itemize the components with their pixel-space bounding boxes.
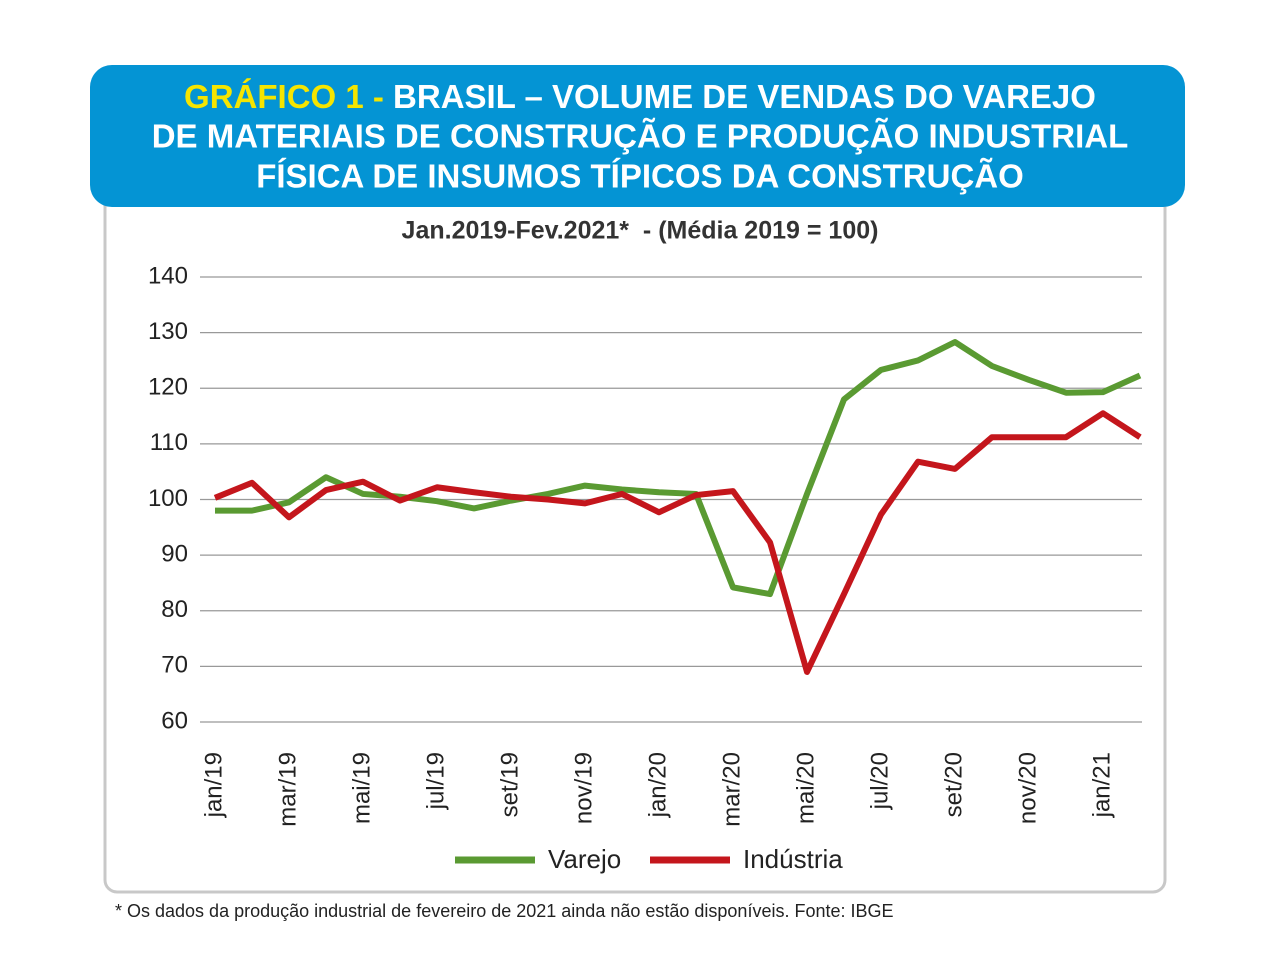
x-tick-label: mai/19 <box>348 752 375 824</box>
y-tick-label: 70 <box>161 652 188 679</box>
x-tick-label: jan/21 <box>1088 752 1115 818</box>
x-tick-label: set/19 <box>496 752 523 817</box>
title-line: FÍSICA DE INSUMOS TÍPICOS DA CONSTRUÇÃO <box>256 158 1024 195</box>
y-tick-label: 120 <box>148 374 188 401</box>
y-tick-label: 130 <box>148 318 188 345</box>
subtitle: Jan.2019-Fev.2021* - (Média 2019 = 100) <box>402 217 879 245</box>
x-tick-label: mai/20 <box>792 752 819 824</box>
x-tick-label: jan/19 <box>200 752 227 818</box>
x-tick-label: jan/20 <box>644 752 671 818</box>
x-tick-label: set/20 <box>940 752 967 817</box>
footnote: * Os dados da produção industrial de fev… <box>115 901 894 921</box>
x-tick-label: jul/20 <box>866 752 893 810</box>
y-tick-label: 60 <box>161 707 188 734</box>
title-line: DE MATERIAIS DE CONSTRUÇÃO E PRODUÇÃO IN… <box>152 118 1129 155</box>
title-label: GRÁFICO 1 - <box>184 78 384 115</box>
series-line <box>215 339 1142 598</box>
x-tick-label: nov/19 <box>570 752 597 824</box>
y-tick-label: 100 <box>148 485 188 512</box>
y-tick-label: 110 <box>150 429 188 456</box>
x-tick-label: nov/20 <box>1014 752 1041 824</box>
legend-label: Indústria <box>743 844 843 874</box>
title-line: BRASIL – VOLUME DE VENDAS DO VAREJO <box>393 78 1096 115</box>
series-line <box>213 410 1142 675</box>
x-tick-label: jul/19 <box>422 752 449 810</box>
x-tick-label: mar/19 <box>274 752 301 827</box>
y-tick-label: 90 <box>161 540 188 567</box>
x-tick-label: mar/20 <box>718 752 745 827</box>
chart-frame <box>103 188 1167 894</box>
y-tick-label: 140 <box>148 262 188 289</box>
legend-label: Varejo <box>548 844 621 874</box>
title-banner <box>90 65 1185 207</box>
y-tick-label: 80 <box>161 596 188 623</box>
chart-title: GRÁFICO 1 - BRASIL – VOLUME DE VENDAS DO… <box>184 78 1096 115</box>
